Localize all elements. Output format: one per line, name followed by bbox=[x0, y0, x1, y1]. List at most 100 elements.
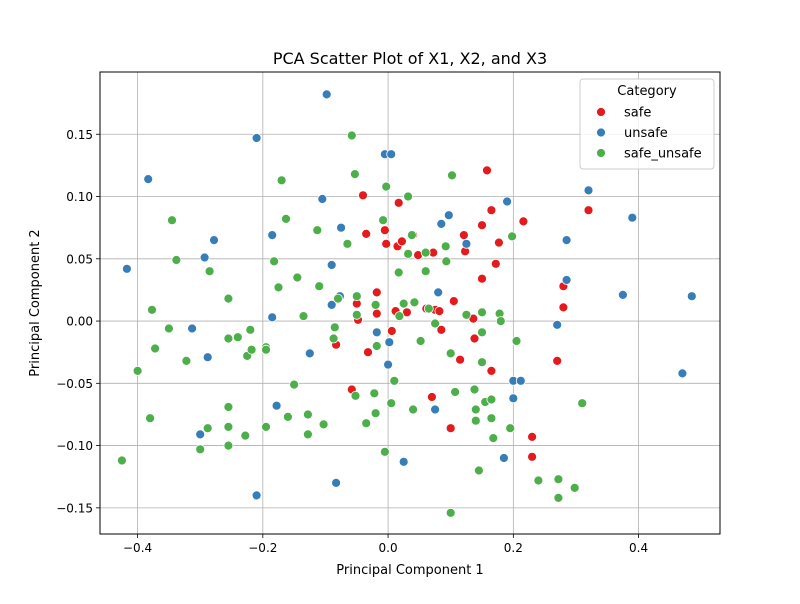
data-point bbox=[486, 205, 497, 216]
data-point bbox=[117, 455, 127, 466]
data-point bbox=[577, 398, 588, 409]
data-point bbox=[461, 238, 472, 249]
data-point bbox=[350, 390, 361, 401]
x-tick-label: −0.4 bbox=[123, 541, 152, 555]
data-point bbox=[498, 453, 509, 463]
data-point bbox=[393, 267, 404, 278]
chart-title: PCA Scatter Plot of X1, X2, and X3 bbox=[273, 49, 547, 68]
legend-label: safe bbox=[624, 106, 651, 121]
data-point bbox=[346, 130, 357, 141]
data-point bbox=[433, 287, 444, 298]
x-axis-label: Principal Component 1 bbox=[336, 563, 483, 578]
data-point bbox=[583, 205, 594, 216]
data-point bbox=[289, 379, 300, 390]
data-point bbox=[440, 241, 451, 252]
data-point bbox=[493, 237, 504, 248]
data-point bbox=[518, 216, 529, 227]
data-point bbox=[445, 507, 456, 518]
data-point bbox=[269, 256, 280, 267]
data-point bbox=[533, 475, 544, 486]
data-point bbox=[569, 482, 580, 493]
data-point bbox=[371, 327, 382, 338]
data-point bbox=[349, 169, 360, 180]
data-point bbox=[381, 181, 392, 192]
data-point bbox=[251, 133, 262, 143]
data-point bbox=[430, 404, 441, 415]
data-point bbox=[403, 248, 414, 259]
data-point bbox=[223, 333, 234, 344]
data-point bbox=[393, 197, 404, 208]
data-point bbox=[469, 333, 480, 344]
data-point bbox=[470, 404, 481, 415]
y-tick-label: 0.10 bbox=[66, 190, 93, 204]
data-point bbox=[292, 272, 303, 283]
data-point bbox=[304, 348, 315, 359]
legend-entries: safe unsafe safe_unsafe bbox=[596, 106, 702, 162]
data-point bbox=[384, 337, 395, 348]
data-point bbox=[302, 429, 313, 440]
data-point bbox=[187, 323, 198, 334]
data-point bbox=[398, 298, 409, 309]
data-point bbox=[423, 303, 434, 314]
y-axis-ticks: −0.15 −0.10 −0.05 0.00 0.05 0.10 0.15 bbox=[56, 128, 100, 515]
data-point bbox=[329, 322, 340, 333]
data-point bbox=[627, 212, 638, 223]
data-point bbox=[223, 421, 234, 432]
data-point bbox=[246, 344, 257, 355]
data-point bbox=[379, 446, 390, 457]
data-point bbox=[321, 89, 332, 100]
data-point bbox=[383, 359, 394, 370]
data-point bbox=[314, 281, 325, 292]
data-point bbox=[223, 293, 234, 304]
y-tick-label: −0.15 bbox=[56, 501, 93, 515]
data-point bbox=[477, 307, 487, 318]
data-point bbox=[507, 231, 517, 242]
data-point bbox=[333, 293, 343, 304]
data-point bbox=[558, 302, 569, 313]
data-point bbox=[379, 225, 390, 236]
y-axis-label: Principal Component 2 bbox=[28, 229, 43, 376]
data-point bbox=[267, 312, 278, 323]
data-point bbox=[331, 477, 342, 488]
data-point bbox=[396, 236, 407, 247]
data-point bbox=[202, 352, 213, 363]
data-point bbox=[420, 247, 431, 258]
data-point bbox=[358, 190, 368, 201]
data-point bbox=[450, 387, 461, 397]
data-point bbox=[394, 311, 405, 322]
x-tick-label: 0.2 bbox=[504, 541, 523, 555]
data-point bbox=[232, 332, 243, 343]
data-point bbox=[403, 191, 414, 202]
data-point bbox=[132, 365, 143, 376]
y-tick-label: 0.15 bbox=[66, 128, 93, 142]
data-point bbox=[458, 230, 469, 241]
data-point bbox=[490, 258, 501, 269]
legend-marker bbox=[596, 127, 606, 138]
data-point bbox=[477, 327, 487, 338]
data-point bbox=[434, 306, 445, 317]
data-point bbox=[261, 344, 271, 355]
data-point bbox=[381, 238, 392, 249]
data-point bbox=[369, 388, 380, 399]
data-point bbox=[461, 309, 472, 320]
data-point bbox=[363, 347, 373, 358]
data-point bbox=[477, 357, 487, 368]
data-point bbox=[267, 230, 278, 241]
data-point bbox=[351, 291, 362, 302]
data-point bbox=[389, 375, 400, 386]
x-tick-label: −0.2 bbox=[248, 541, 277, 555]
data-point bbox=[677, 368, 688, 379]
data-point bbox=[326, 299, 337, 310]
data-point bbox=[271, 400, 282, 411]
data-point bbox=[282, 411, 293, 422]
data-point bbox=[448, 296, 459, 307]
data-point bbox=[441, 256, 452, 267]
data-point bbox=[552, 319, 563, 330]
data-point bbox=[312, 225, 323, 236]
data-point bbox=[386, 398, 397, 409]
data-point bbox=[370, 299, 381, 310]
data-point bbox=[143, 174, 154, 185]
data-point bbox=[406, 230, 417, 241]
legend-entry: safe bbox=[596, 106, 651, 121]
